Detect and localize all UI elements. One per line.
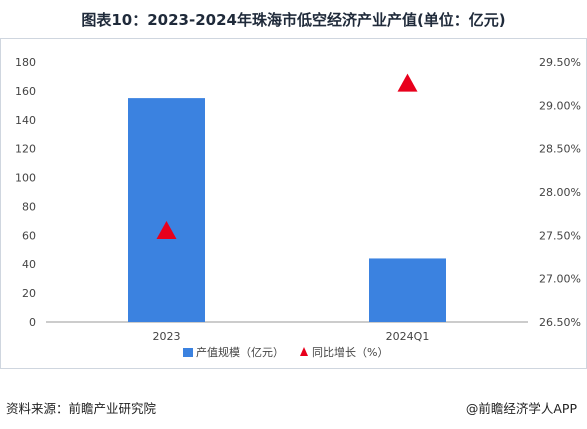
bar [128, 98, 205, 322]
right-tick-label: 27.50% [539, 229, 581, 242]
bar-series [128, 98, 446, 322]
growth-marker [397, 73, 418, 92]
left-tick-label: 60 [22, 229, 36, 242]
left-tick-label: 180 [15, 56, 36, 69]
left-tick-label: 160 [15, 85, 36, 98]
x-tick-label: 2023 [153, 330, 181, 343]
brand-label: @前瞻经济学人APP [465, 401, 577, 416]
left-tick-label: 0 [29, 316, 36, 329]
legend-marker-label: 同比增长（%） [312, 345, 388, 359]
left-axis: 0 20 40 60 80 100 120 140 160 180 [15, 56, 36, 329]
left-tick-label: 40 [22, 258, 36, 271]
right-tick-label: 28.50% [539, 143, 581, 156]
right-tick-label: 28.00% [539, 186, 581, 199]
left-tick-label: 120 [15, 143, 36, 156]
left-tick-label: 140 [15, 114, 36, 127]
right-tick-label: 26.50% [539, 316, 581, 329]
right-tick-label: 29.00% [539, 99, 581, 112]
legend-bar-label: 产值规模（亿元） [196, 345, 284, 359]
left-tick-label: 20 [22, 287, 36, 300]
right-axis: 26.50% 27.00% 27.50% 28.00% 28.50% 29.00% 29.5… [539, 56, 581, 329]
marker-series [156, 73, 418, 239]
x-tick-label: 2024Q1 [386, 330, 430, 343]
chart-title: 图表10：2023-2024年珠海市低空经济产业产值(单位：亿元) [81, 11, 506, 29]
left-tick-label: 100 [15, 172, 36, 185]
legend: 产值规模（亿元） 同比增长（%） [183, 345, 388, 359]
bar [369, 258, 446, 322]
right-tick-label: 29.50% [539, 56, 581, 69]
legend-marker-swatch [300, 347, 308, 356]
x-axis: 2023 2024Q1 [153, 330, 430, 343]
right-tick-label: 27.00% [539, 273, 581, 286]
source-note: 资料来源：前瞻产业研究院 [6, 401, 157, 416]
legend-bar-swatch [183, 348, 193, 357]
left-tick-label: 80 [22, 200, 36, 213]
growth-marker [156, 221, 177, 239]
